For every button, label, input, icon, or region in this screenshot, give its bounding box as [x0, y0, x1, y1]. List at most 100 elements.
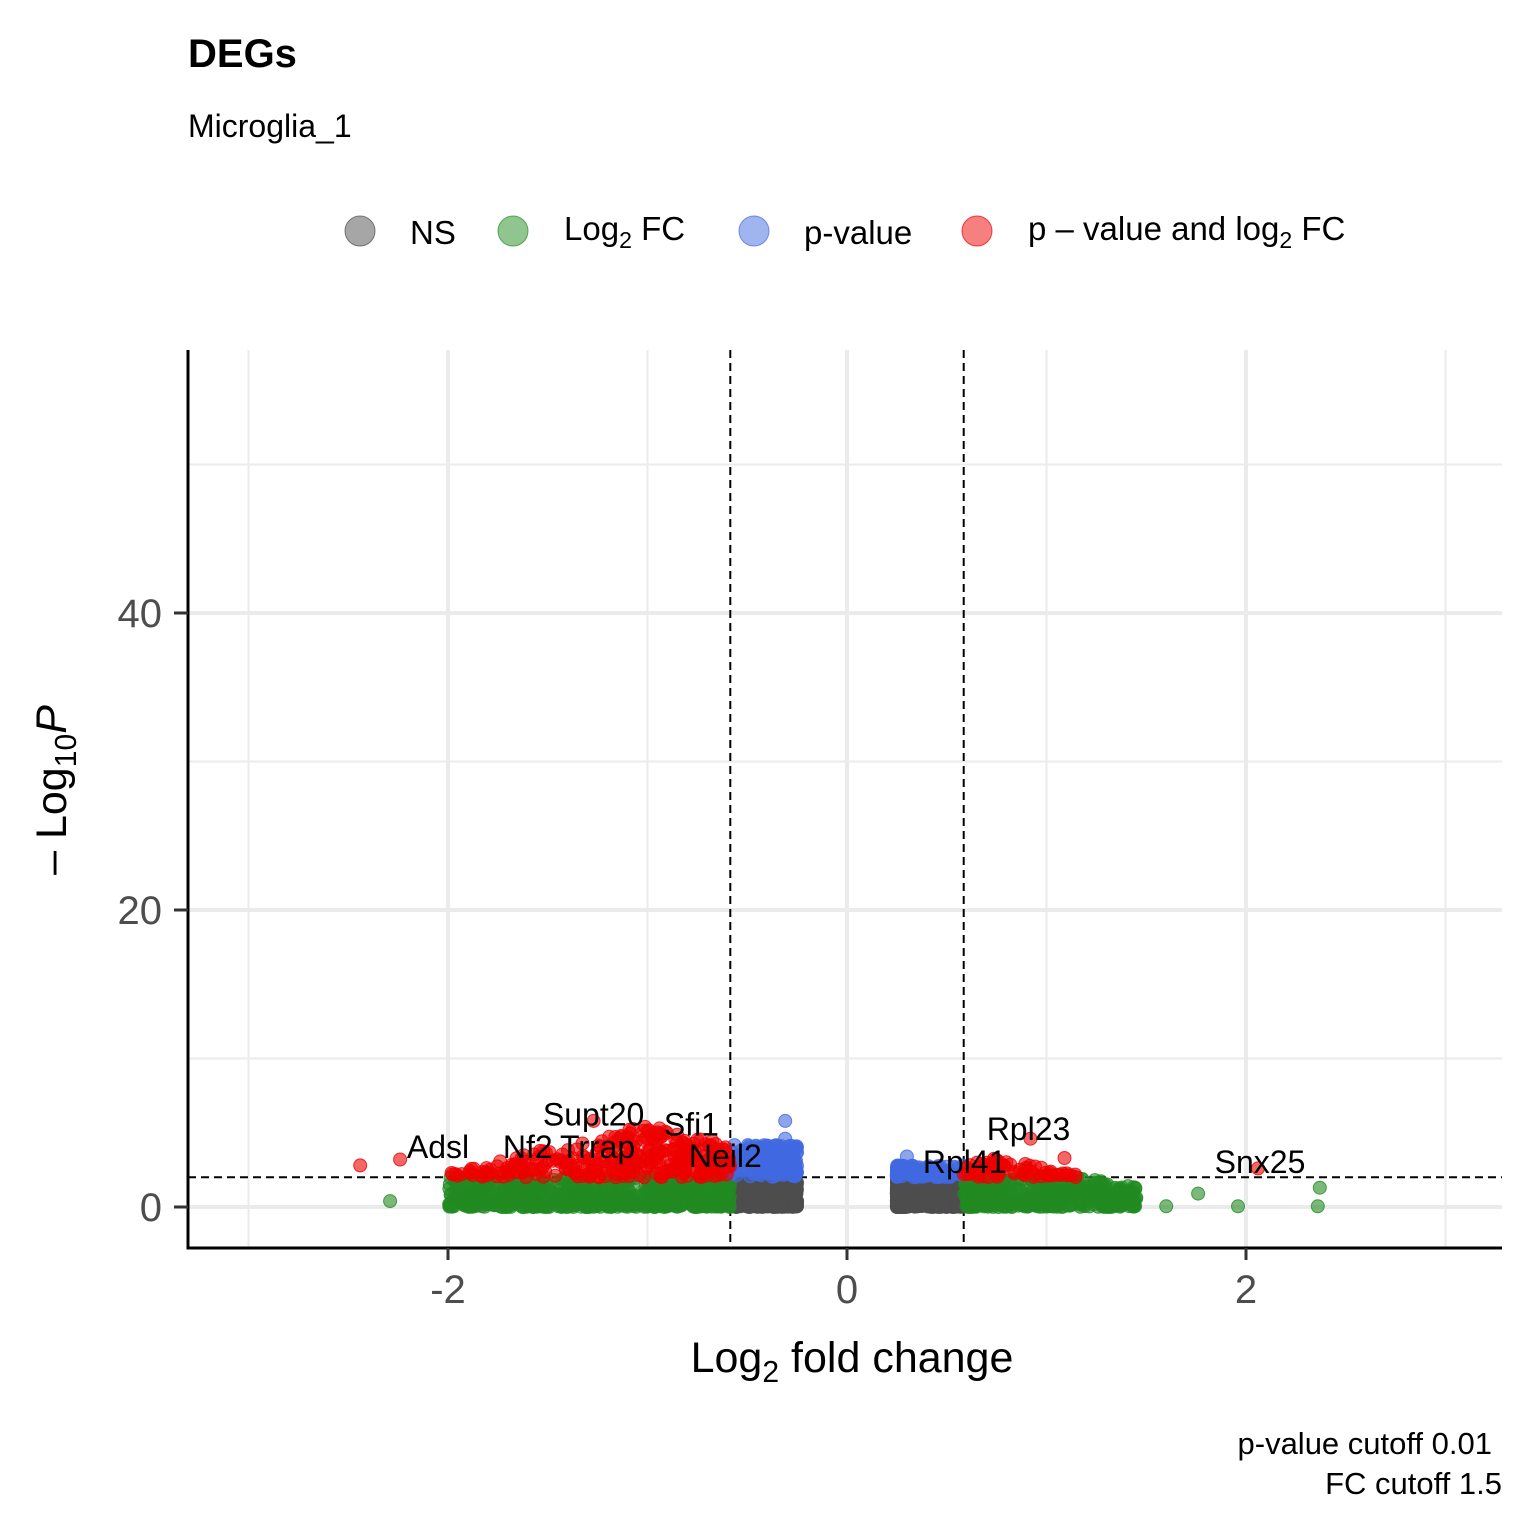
- x-axis-title: Log2 fold change: [691, 1334, 1014, 1389]
- data-point: [763, 1164, 778, 1178]
- data-point: [575, 1136, 590, 1151]
- gene-label: Snx25: [1215, 1144, 1306, 1180]
- data-point: [990, 1153, 1004, 1168]
- gene-label: Rpl23: [987, 1111, 1071, 1147]
- data-point: [1023, 1131, 1038, 1146]
- data-point: [453, 1192, 468, 1207]
- data-point: [649, 1134, 664, 1149]
- caption-fc-cutoff: FC cutoff 1.5: [1325, 1466, 1502, 1501]
- data-point: [681, 1148, 696, 1163]
- chart-title: DEGs: [188, 32, 297, 76]
- legend-label-p: p-value: [804, 214, 912, 251]
- data-point: [1051, 1196, 1066, 1211]
- data-point: [626, 1160, 641, 1175]
- data-point: [656, 1165, 671, 1180]
- data-point: [1018, 1168, 1032, 1183]
- data-points: [353, 1113, 1327, 1214]
- legend: NS Log2 FC p-value p – value and log2 FC: [344, 210, 1345, 253]
- data-point: [988, 1196, 1003, 1211]
- y-tick-label: 40: [118, 592, 163, 636]
- data-point: [693, 1132, 708, 1147]
- data-point: [919, 1167, 934, 1182]
- grid: [188, 350, 1502, 1248]
- data-point: [696, 1161, 711, 1176]
- y-tick-label: 0: [140, 1186, 162, 1230]
- data-point: [445, 1167, 460, 1182]
- data-point: [705, 1189, 720, 1204]
- gene-label: Sfi1: [664, 1107, 719, 1143]
- data-point: [620, 1191, 635, 1206]
- data-point: [1251, 1161, 1265, 1176]
- data-point: [933, 1159, 948, 1173]
- data-point: [695, 1197, 710, 1212]
- axes: [186, 350, 1502, 1250]
- gene-label: Adsl: [407, 1129, 469, 1165]
- data-point: [1068, 1167, 1083, 1182]
- data-point: [668, 1133, 683, 1148]
- data-point: [778, 1131, 793, 1146]
- data-point: [963, 1166, 978, 1181]
- data-point: [640, 1197, 655, 1211]
- data-point: [711, 1145, 726, 1159]
- data-point: [664, 1198, 679, 1212]
- data-point: [788, 1198, 803, 1213]
- data-point: [788, 1154, 803, 1169]
- chart-subtitle: Microglia_1: [188, 108, 352, 144]
- legend-label-pfc: p – value and log2 FC: [1028, 210, 1345, 253]
- data-point: [489, 1198, 504, 1213]
- data-point: [1077, 1188, 1092, 1203]
- data-point: [641, 1123, 656, 1138]
- data-point: [889, 1164, 904, 1179]
- gene-label: Trrap: [560, 1129, 635, 1165]
- data-point: [1020, 1199, 1035, 1214]
- data-point: [525, 1161, 539, 1176]
- data-point: [548, 1168, 563, 1183]
- data-point: [1191, 1186, 1206, 1201]
- data-point: [890, 1185, 905, 1200]
- data-point: [493, 1166, 508, 1181]
- data-point: [1087, 1173, 1102, 1188]
- caption-pvalue-cutoff: p-value cutoff 0.01: [1238, 1426, 1493, 1461]
- legend-key-p: [738, 215, 770, 247]
- data-point: [1159, 1199, 1174, 1214]
- data-point: [1231, 1199, 1245, 1214]
- data-point: [608, 1130, 623, 1144]
- x-tick-label: 2: [1235, 1268, 1257, 1312]
- legend-key-ns: [344, 215, 376, 247]
- data-point: [477, 1199, 492, 1214]
- data-point: [778, 1113, 793, 1128]
- gene-label: Nf2: [503, 1129, 553, 1165]
- data-point: [533, 1143, 548, 1158]
- data-point: [964, 1200, 979, 1214]
- data-point: [1057, 1151, 1072, 1165]
- cutoff-lines: [188, 350, 1502, 1248]
- data-point: [586, 1113, 601, 1128]
- data-point: [740, 1196, 755, 1211]
- legend-key-fc: [497, 215, 529, 247]
- x-tick-label: 0: [836, 1268, 858, 1312]
- data-point: [598, 1184, 613, 1199]
- data-point: [749, 1139, 764, 1154]
- data-point: [616, 1169, 631, 1183]
- data-point: [545, 1185, 560, 1200]
- data-point: [626, 1122, 641, 1136]
- data-point: [615, 1154, 630, 1168]
- data-point: [717, 1194, 732, 1209]
- data-point: [937, 1198, 952, 1213]
- legend-label-fc: Log2 FC: [564, 210, 685, 253]
- data-point: [578, 1195, 593, 1210]
- data-point: [577, 1150, 592, 1165]
- data-point: [1312, 1180, 1327, 1195]
- data-point: [478, 1186, 493, 1201]
- data-point: [1033, 1169, 1048, 1184]
- data-point: [353, 1158, 368, 1173]
- gene-label: Rpl41: [923, 1144, 1007, 1180]
- data-point: [1053, 1168, 1068, 1182]
- gene-label: Neil2: [689, 1138, 762, 1174]
- data-point: [781, 1181, 796, 1196]
- data-point: [393, 1152, 408, 1167]
- data-point: [671, 1163, 685, 1177]
- data-point: [1004, 1199, 1019, 1214]
